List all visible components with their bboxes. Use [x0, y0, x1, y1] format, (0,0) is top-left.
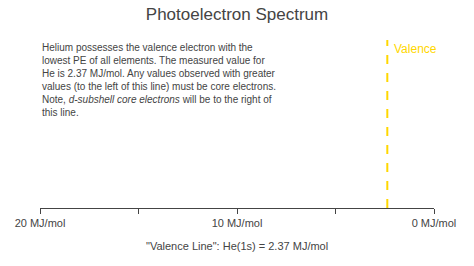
svg-text:Valence: Valence: [394, 42, 437, 56]
svg-text:0 MJ/mol: 0 MJ/mol: [412, 217, 457, 229]
svg-text:"Valence Line": He(1s) = 2.37: "Valence Line": He(1s) = 2.37 MJ/mol: [146, 240, 328, 252]
svg-text:10 MJ/mol: 10 MJ/mol: [212, 217, 263, 229]
svg-text:20 MJ/mol: 20 MJ/mol: [15, 217, 66, 229]
svg-text:Helium possesses the valence e: Helium possesses the valence electron wi…: [42, 42, 276, 118]
svg-text:Photoelectron Spectrum: Photoelectron Spectrum: [146, 5, 328, 24]
